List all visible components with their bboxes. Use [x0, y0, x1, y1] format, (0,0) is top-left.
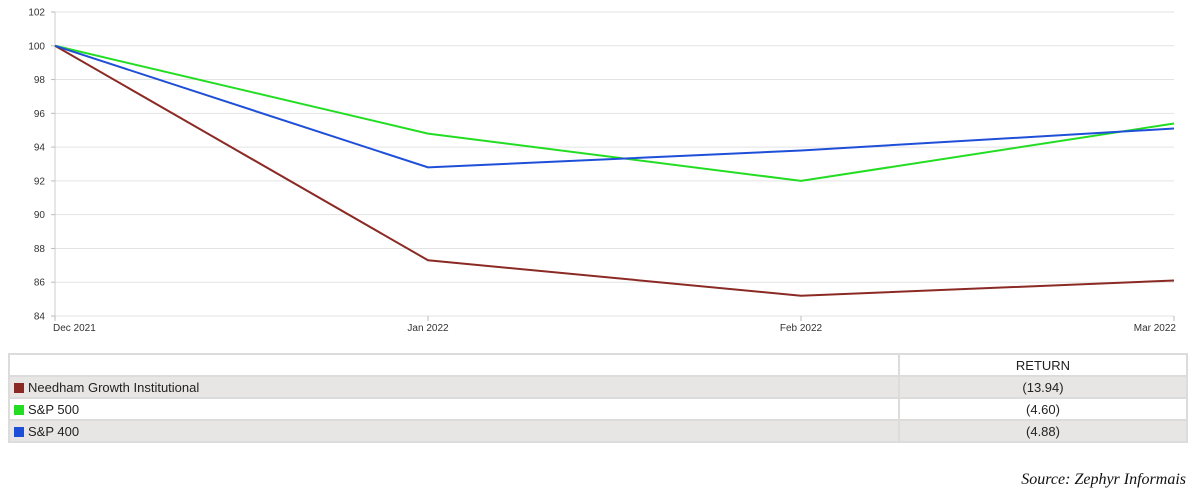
series-name: Needham Growth Institutional	[28, 379, 200, 395]
x-tick-label: Dec 2021	[53, 323, 96, 334]
series-line	[54, 44, 1175, 297]
series-swatch	[14, 404, 24, 415]
x-axis-ticks: Dec 2021 Jan 2022 Feb 2022 Mar 2022	[53, 316, 1176, 334]
x-tick-label: Feb 2022	[780, 323, 823, 334]
series-lines	[54, 44, 1175, 297]
series-line	[54, 44, 1175, 182]
table-header-blank	[8, 353, 900, 377]
x-tick-label: Jan 2022	[407, 323, 449, 334]
returns-table: RETURN Needham Growth Institutional (13.…	[8, 353, 1188, 443]
y-tick-label: 96	[34, 109, 46, 120]
table-row: S&P 500 (4.60)	[8, 397, 1188, 421]
y-axis-ticks: 84 86 88 90 92 94 96 98 100 102	[28, 8, 55, 323]
series-swatch	[14, 426, 24, 437]
y-tick-label: 102	[28, 8, 45, 19]
series-name: S&P 500	[28, 401, 80, 417]
line-chart: 84 86 88 90 92 94 96 98 100 102 Dec 2021 Jan 2022 F…	[28, 8, 1176, 335]
series-line	[54, 44, 1175, 169]
y-tick-label: 86	[34, 278, 46, 289]
return-value: (4.88)	[898, 419, 1188, 443]
table-row: Needham Growth Institutional (13.94)	[8, 375, 1188, 399]
source-note: Source: Zephyr Informais	[1021, 471, 1186, 488]
y-tick-label: 88	[34, 244, 46, 255]
series-swatch	[14, 382, 24, 393]
return-value: (4.60)	[898, 397, 1188, 421]
y-tick-label: 92	[34, 176, 46, 187]
y-tick-label: 100	[28, 41, 45, 52]
gridlines	[54, 11, 1174, 317]
y-tick-label: 84	[34, 312, 46, 323]
return-value: (13.94)	[898, 375, 1188, 399]
y-tick-label: 90	[34, 210, 46, 221]
x-tick-label: Mar 2022	[1134, 323, 1177, 334]
table-row: S&P 400 (4.88)	[8, 419, 1188, 443]
y-tick-label: 94	[34, 143, 46, 154]
series-name: S&P 400	[28, 423, 80, 439]
y-tick-label: 98	[34, 75, 46, 86]
table-header-return: RETURN	[898, 353, 1188, 377]
